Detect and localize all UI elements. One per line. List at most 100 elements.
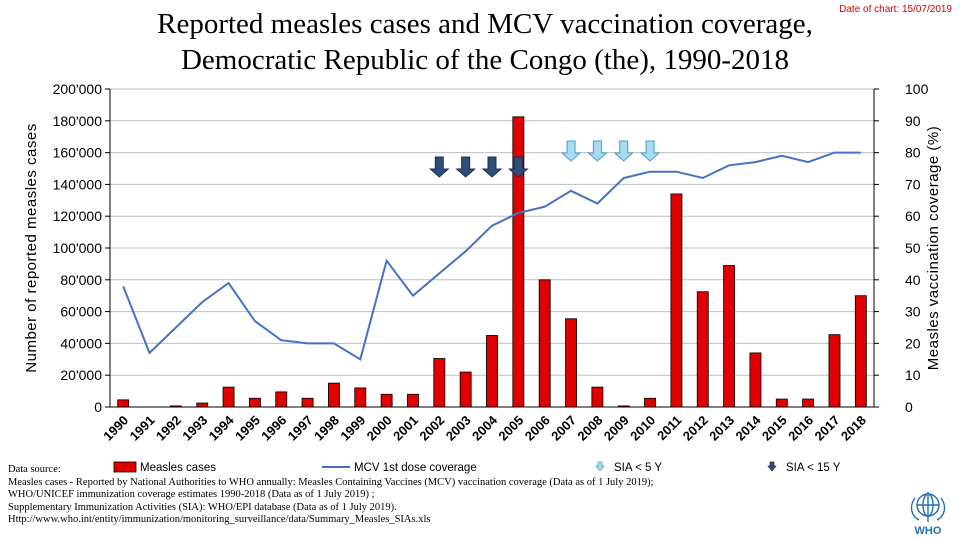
y2-tick-label: 100 — [905, 81, 929, 97]
legend-sia15-label: SIA < 15 Y — [786, 462, 841, 474]
sia-lt15-arrow — [455, 156, 476, 178]
measles-bar — [538, 279, 551, 408]
legend-sia15-swatch — [767, 461, 777, 472]
y-tick-label: 80'000 — [60, 272, 102, 288]
x-tick-label: 2008 — [574, 413, 605, 444]
x-tick-label: 2005 — [495, 413, 526, 444]
measles-bar — [486, 335, 498, 408]
measles-bar — [802, 398, 815, 408]
measles-bar — [775, 398, 788, 408]
sia-lt5-arrow — [560, 140, 582, 162]
legend: Measles cases MCV 1st dose coverage SIA < … — [113, 461, 841, 474]
sia-lt15-arrow — [508, 156, 529, 178]
legend-sia5-swatch — [595, 461, 605, 472]
legend-measles-swatch — [113, 461, 137, 473]
who-logo-text: WHO — [915, 525, 942, 537]
measles-bar — [117, 399, 130, 408]
y2-tick-label: 20 — [905, 335, 921, 351]
x-tick-label: 2013 — [706, 413, 737, 444]
legend-sia5-label: SIA < 5 Y — [614, 462, 662, 474]
measles-bar — [275, 391, 288, 408]
chart-date: Date of chart: 15/07/2019 — [839, 4, 952, 15]
y-tick-label: 160'000 — [53, 145, 103, 161]
mcv-coverage-line — [122, 151, 861, 361]
x-tick-label: 1999 — [337, 413, 368, 444]
measles-bar — [380, 393, 393, 408]
y2-tick-label: 80 — [905, 145, 921, 161]
y2-tick-label: 70 — [905, 176, 921, 192]
source-line-4: Supplementary Immunization Activities (S… — [8, 501, 397, 513]
y-tick-label: 180'000 — [53, 113, 103, 129]
y2-tick-label: 90 — [905, 113, 921, 129]
y-tick-label: 200'000 — [53, 81, 103, 97]
x-tick-label: 1992 — [153, 413, 184, 444]
gridlines — [110, 88, 874, 376]
measles-bar — [222, 386, 235, 408]
y-tick-label: 40'000 — [60, 335, 102, 351]
x-tick-label: 1991 — [127, 413, 158, 444]
y-tick-label: 120'000 — [53, 208, 103, 224]
measles-bar — [248, 397, 261, 408]
measles-bar — [854, 295, 867, 408]
x-tick-label: 2000 — [364, 413, 395, 444]
measles-bar — [749, 352, 762, 408]
source-line-5: Http://www.who.int/entity/immunization/m… — [8, 514, 431, 526]
x-tick-label: 1990 — [100, 413, 131, 444]
measles-bar — [459, 371, 472, 408]
y2-tick-label: 30 — [905, 304, 921, 320]
y-tick-label: 100'000 — [53, 240, 103, 256]
x-tick-label: 2012 — [680, 413, 711, 444]
x-tick-label: 2011 — [654, 413, 685, 444]
x-tick-label: 2002 — [416, 413, 447, 444]
x-tick-label: 1997 — [285, 413, 316, 444]
x-tick-label: 1996 — [258, 413, 289, 444]
y-tick-label: 20'000 — [60, 367, 102, 383]
measles-bar — [407, 393, 419, 408]
sia-lt5-arrow — [613, 140, 635, 162]
x-tick-label: 2010 — [627, 413, 658, 444]
mcv-line — [122, 151, 861, 361]
measles-bar — [644, 397, 657, 408]
x-tick-label: 1994 — [206, 412, 238, 444]
axes — [105, 88, 879, 408]
source-line-2: Measles cases - Reported by National Aut… — [8, 476, 654, 488]
x-tick-label: 2015 — [759, 413, 790, 444]
title-line-2: Democratic Republic of the Congo (the), … — [180, 44, 790, 76]
x-tick-label: 2003 — [443, 413, 474, 444]
sia-arrows — [428, 140, 661, 178]
x-tick-label: 2004 — [469, 412, 501, 444]
legend-mcv-label: MCV 1st dose coverage — [354, 462, 477, 474]
x-tick-label: 2007 — [548, 413, 579, 444]
y2-tick-label: 0 — [905, 399, 913, 415]
data-source: Data source: Measles cases - Reported by… — [8, 464, 654, 527]
y2-axis-title: Measles vaccination coverage (%) — [925, 126, 942, 370]
x-tick-label: 2014 — [733, 412, 765, 444]
sia-lt5-arrow — [587, 140, 608, 162]
x-tick-label: 1998 — [311, 413, 342, 444]
measles-bar — [433, 358, 446, 408]
measles-bar — [196, 402, 209, 408]
measles-bar — [828, 334, 841, 408]
x-tick-label: 2001 — [390, 413, 421, 444]
measles-bar — [670, 193, 683, 408]
x-tick-label: 2009 — [601, 413, 632, 444]
measles-bar — [327, 382, 340, 408]
who-logo: WHO — [910, 492, 946, 537]
sia-lt5-arrow — [639, 140, 661, 162]
y-axis-title: Number of reported measles cases — [23, 123, 40, 372]
axis-labels: 0 20'000 40'000 60'000 80'000 100'000 120'000 1… — [23, 81, 942, 444]
source-line-3: WHO/UNICEF immunization coverage estimat… — [8, 489, 375, 501]
measles-bar — [301, 397, 314, 408]
y-tick-label: 60'000 — [60, 304, 102, 320]
x-tick-label: 1993 — [179, 413, 210, 444]
legend-measles-label: Measles cases — [140, 462, 216, 474]
x-tick-label: 1995 — [232, 413, 263, 444]
y2-tick-label: 40 — [905, 272, 921, 288]
measles-bar — [696, 291, 709, 408]
y2-tick-label: 50 — [905, 240, 921, 256]
measles-bar — [354, 387, 367, 408]
chart-title: Reported measles cases and MCV vaccinati… — [60, 6, 910, 78]
x-tick-label: 2018 — [838, 413, 869, 444]
measles-bar — [723, 265, 736, 408]
